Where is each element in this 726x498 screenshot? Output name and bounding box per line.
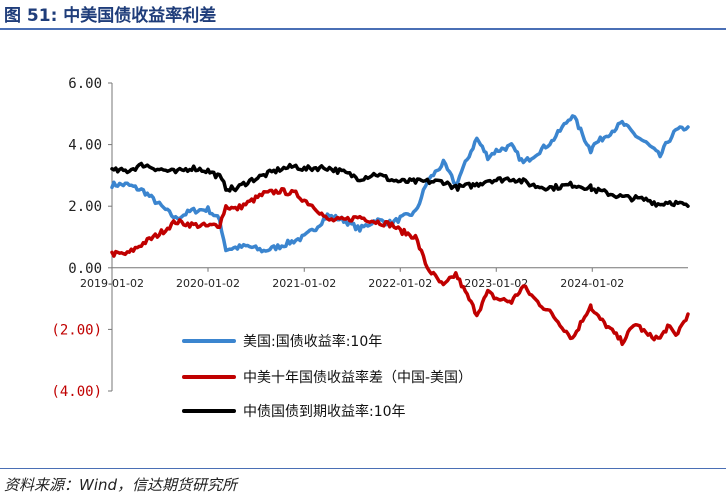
legend-label-2: 中债国债到期收益率:10年 xyxy=(243,403,406,420)
series-line-1 xyxy=(110,186,690,347)
figure-title: 图 51: 中美国债收益率利差 xyxy=(4,6,217,26)
y-tick-label: (4.00) xyxy=(51,384,102,400)
x-tick-label: 2021-01-02 xyxy=(272,277,336,290)
title-rule xyxy=(0,28,726,30)
y-tick-label: 6.00 xyxy=(68,76,102,92)
y-tick-label: 4.00 xyxy=(68,138,102,154)
legend-label-0: 美国:国债收益率:10年 xyxy=(243,333,382,350)
y-tick-label: (2.00) xyxy=(51,322,102,338)
y-tick-label: 0.00 xyxy=(68,261,102,277)
source-note: 资料来源：Wind，信达期货研究所 xyxy=(4,476,238,494)
x-tick-label: 2020-01-02 xyxy=(176,277,240,290)
x-tick-label: 2023-01-02 xyxy=(464,277,528,290)
legend-label-1: 中美十年国债收益率差（中国-美国） xyxy=(243,369,472,386)
y-tick-label: 2.00 xyxy=(68,199,102,215)
x-tick-label: 2024-01-02 xyxy=(560,277,624,290)
source-rule xyxy=(0,468,726,469)
line-chart: 6.00 4.00 2.00 0.00 (2.00) (4.00) 2019-01-02 20… xyxy=(51,76,690,420)
series-line-0 xyxy=(110,114,690,254)
x-tick-label: 2022-01-02 xyxy=(368,277,432,290)
series-line-2 xyxy=(110,161,690,208)
figure-header: 图 51: 中美国债收益率利差 xyxy=(0,0,726,28)
x-tick-label: 2019-01-02 xyxy=(80,277,144,290)
